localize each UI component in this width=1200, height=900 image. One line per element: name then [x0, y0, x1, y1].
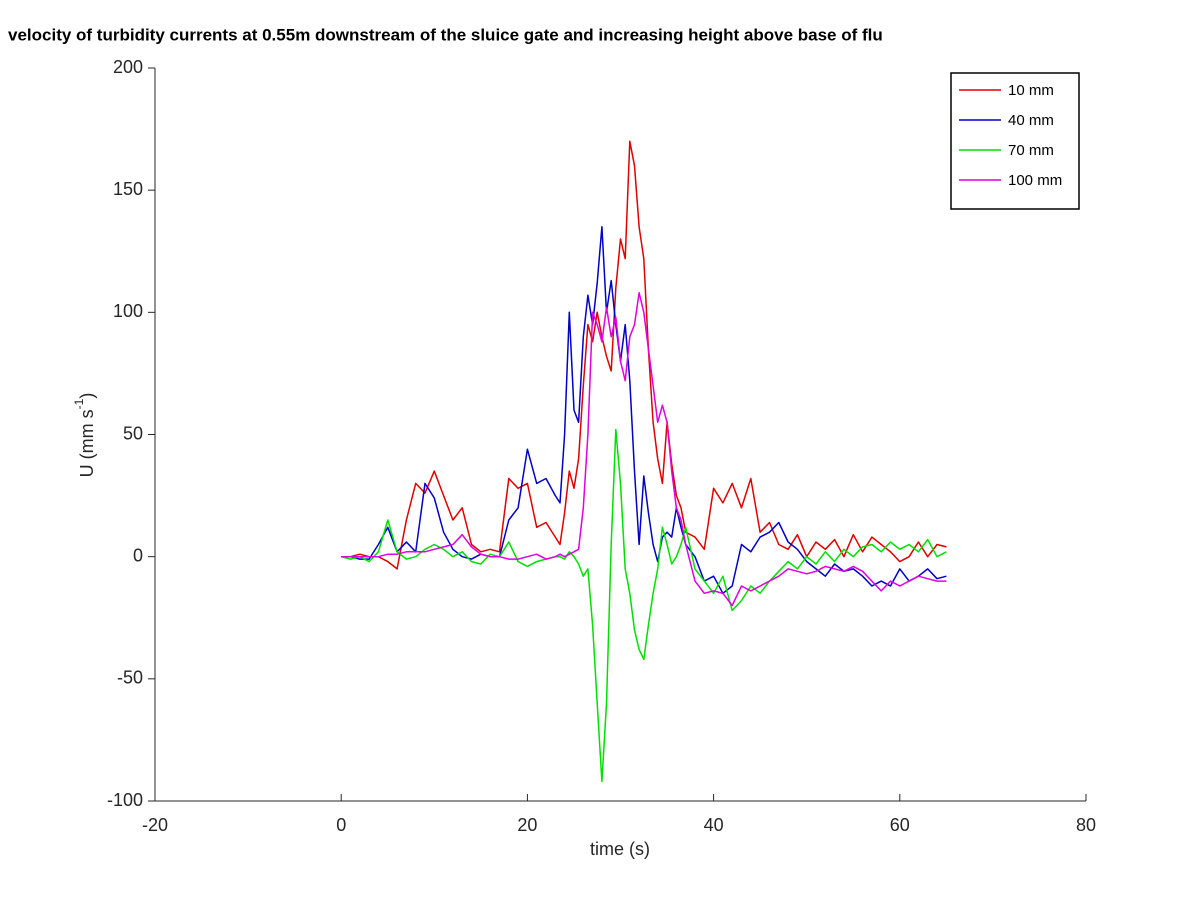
x-tick-label: 20 — [517, 815, 537, 835]
y-axis-label: U (mm s-1) — [72, 393, 97, 478]
y-tick-label: 0 — [133, 545, 143, 565]
legend-box — [950, 72, 1080, 210]
y-axis-label-suffix: ) — [77, 393, 97, 399]
y-axis-label-text: U (mm s — [77, 409, 97, 477]
legend-label: 10 mm — [1008, 82, 1054, 99]
data-line — [341, 292, 947, 607]
legend-label: 70 mm — [1008, 142, 1054, 159]
x-axis-label: time (s) — [590, 839, 650, 859]
x-tick-label: -20 — [142, 815, 168, 835]
y-tick-label: -100 — [107, 790, 143, 810]
x-tick-label: 80 — [1076, 815, 1096, 835]
y-axis-label-superscript: -1 — [72, 398, 86, 409]
y-tick-label: -50 — [117, 668, 143, 688]
legend-label: 100 mm — [1008, 172, 1062, 189]
legend-label: 40 mm — [1008, 112, 1054, 129]
data-line — [341, 226, 947, 595]
y-tick-label: 200 — [113, 57, 143, 77]
chart-title: velocity of turbidity currents at 0.55m … — [8, 25, 883, 44]
y-tick-label: 150 — [113, 179, 143, 199]
x-tick-label: 0 — [336, 815, 346, 835]
x-tick-label: 60 — [890, 815, 910, 835]
data-line — [341, 140, 947, 570]
x-tick-label: 40 — [704, 815, 724, 835]
y-tick-label: 50 — [123, 423, 143, 443]
data-line — [341, 428, 947, 783]
y-tick-label: 100 — [113, 301, 143, 321]
